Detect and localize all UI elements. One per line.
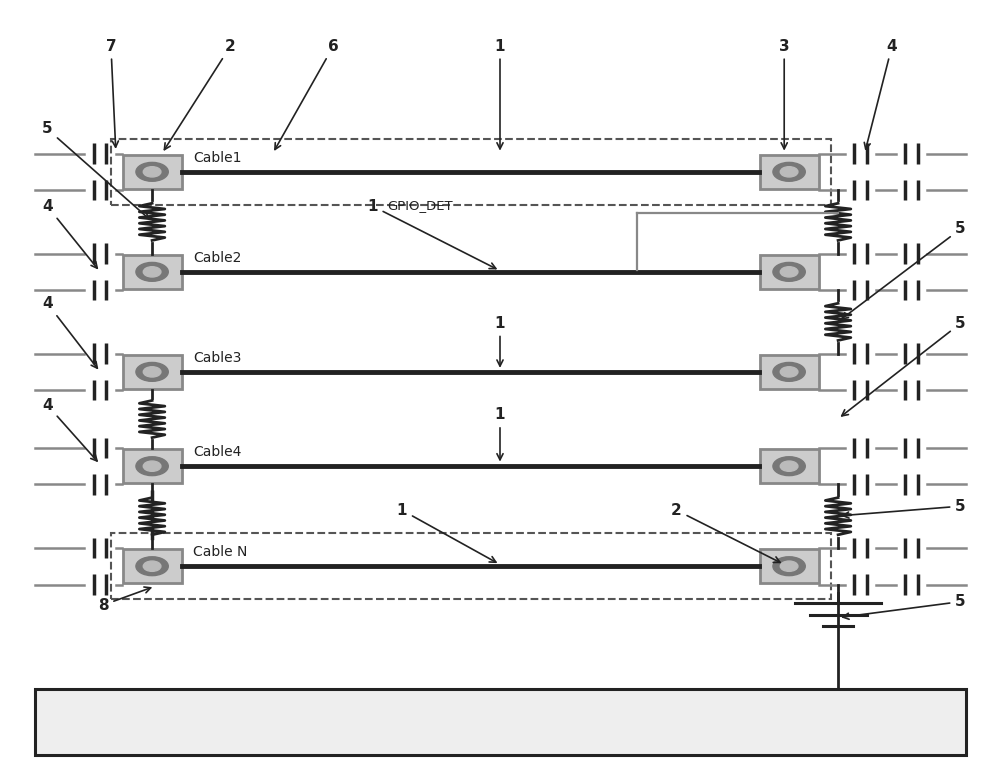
Text: 3: 3 — [779, 39, 790, 149]
Text: 8: 8 — [98, 587, 151, 612]
Circle shape — [780, 267, 798, 277]
Text: GPIO_DET: GPIO_DET — [387, 199, 453, 212]
Bar — [111, 533, 831, 599]
Circle shape — [773, 262, 805, 281]
Circle shape — [780, 166, 798, 177]
Text: 4: 4 — [42, 199, 97, 269]
Text: 1: 1 — [495, 407, 505, 460]
Circle shape — [143, 367, 161, 377]
Text: 5: 5 — [843, 594, 966, 619]
Circle shape — [780, 367, 798, 377]
Text: Cable4: Cable4 — [193, 445, 242, 459]
Bar — [123, 354, 182, 389]
Text: 1: 1 — [367, 199, 496, 269]
Circle shape — [773, 557, 805, 576]
Bar — [123, 255, 182, 289]
Circle shape — [136, 557, 168, 576]
Circle shape — [136, 457, 168, 475]
Bar — [111, 139, 831, 204]
Circle shape — [143, 461, 161, 471]
Text: 4: 4 — [42, 296, 97, 368]
Text: 7: 7 — [106, 39, 118, 147]
Text: 5: 5 — [842, 221, 966, 319]
Bar — [123, 155, 182, 189]
Text: 5: 5 — [842, 316, 966, 416]
Bar — [760, 255, 818, 289]
Text: 6: 6 — [275, 39, 339, 149]
Circle shape — [136, 362, 168, 382]
Circle shape — [773, 163, 805, 181]
Text: 1: 1 — [495, 316, 505, 366]
Text: 5: 5 — [843, 498, 966, 518]
Text: 1: 1 — [495, 39, 505, 149]
Bar — [34, 689, 966, 755]
Circle shape — [773, 457, 805, 475]
Bar — [123, 449, 182, 483]
Circle shape — [136, 163, 168, 181]
Circle shape — [773, 362, 805, 382]
Bar — [760, 155, 818, 189]
Text: Cable2: Cable2 — [193, 251, 242, 265]
Text: Cable N: Cable N — [193, 546, 248, 560]
Circle shape — [143, 267, 161, 277]
Text: 5: 5 — [42, 122, 149, 218]
Circle shape — [136, 262, 168, 281]
Text: 2: 2 — [164, 39, 236, 149]
Bar — [123, 549, 182, 584]
Bar — [760, 449, 818, 483]
Bar — [760, 549, 818, 584]
Text: 1: 1 — [397, 502, 496, 562]
Text: 2: 2 — [671, 502, 780, 563]
Text: Cable3: Cable3 — [193, 351, 242, 365]
Circle shape — [143, 166, 161, 177]
Text: Cable1: Cable1 — [193, 151, 242, 165]
Circle shape — [780, 461, 798, 471]
Circle shape — [143, 561, 161, 571]
Bar — [760, 354, 818, 389]
Circle shape — [780, 561, 798, 571]
Text: 4: 4 — [42, 398, 97, 461]
Text: 4: 4 — [864, 39, 897, 149]
